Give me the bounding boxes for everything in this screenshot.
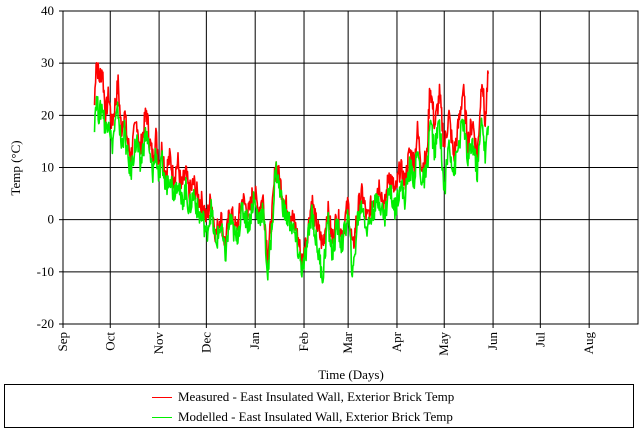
y-tick-label: -20 bbox=[37, 316, 54, 331]
series-layer bbox=[93, 62, 490, 284]
x-tick-label: Jan bbox=[247, 332, 262, 350]
grid-lines bbox=[63, 10, 638, 325]
legend-swatch-measured bbox=[152, 396, 172, 398]
legend: Measured - East Insulated Wall, Exterior… bbox=[4, 384, 634, 428]
x-axis-label: Time (Days) bbox=[318, 367, 384, 382]
y-tick-label: 40 bbox=[41, 3, 54, 18]
x-tick-label: Jul bbox=[532, 332, 547, 348]
x-tick-label: Nov bbox=[151, 332, 166, 355]
x-axis: Sep Oct Nov Dec Jan Feb Mar Apr May Jun Jul Aug bbox=[55, 324, 596, 356]
x-tick-label: Jun bbox=[485, 332, 500, 351]
x-tick-label: Mar bbox=[340, 331, 355, 353]
legend-swatch-modelled bbox=[152, 416, 172, 418]
x-tick-label: Apr bbox=[389, 331, 404, 352]
legend-item-measured: Measured - East Insulated Wall, Exterior… bbox=[152, 387, 454, 407]
x-tick-label: May bbox=[436, 332, 451, 356]
y-tick-label: 0 bbox=[48, 212, 55, 227]
x-tick-label: Feb bbox=[296, 332, 311, 352]
x-tick-label: Sep bbox=[55, 332, 70, 352]
x-tick-label: Oct bbox=[102, 332, 117, 351]
y-tick-label: 30 bbox=[41, 55, 54, 70]
series-line-1 bbox=[93, 95, 490, 284]
y-tick-label: -10 bbox=[37, 264, 54, 279]
x-tick-label: Aug bbox=[581, 332, 596, 355]
y-axis-label: Temp (°C) bbox=[8, 140, 23, 195]
legend-label-modelled: Modelled - East Insulated Wall, Exterior… bbox=[178, 409, 453, 424]
x-tick-label: Dec bbox=[198, 332, 213, 353]
y-tick-label: 10 bbox=[41, 160, 54, 175]
y-axis: -20 -10 0 10 20 30 40 bbox=[37, 3, 63, 331]
y-tick-label: 20 bbox=[41, 107, 54, 122]
legend-label-measured: Measured - East Insulated Wall, Exterior… bbox=[178, 389, 455, 404]
legend-item-modelled: Modelled - East Insulated Wall, Exterior… bbox=[152, 407, 453, 427]
